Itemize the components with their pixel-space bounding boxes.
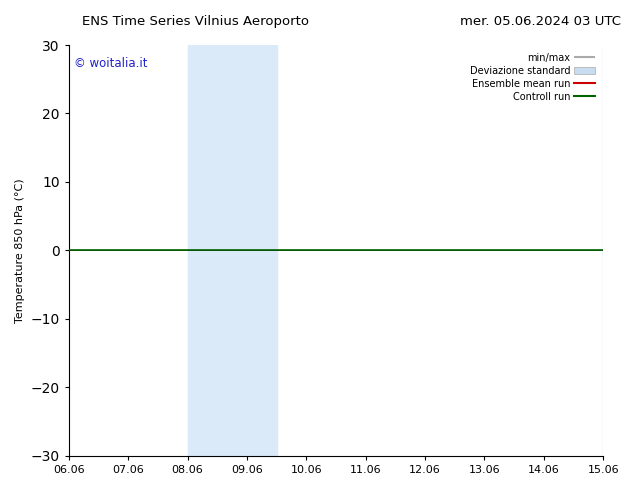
Bar — [217, 45, 276, 456]
Bar — [188, 45, 217, 456]
Legend: min/max, Deviazione standard, Ensemble mean run, Controll run: min/max, Deviazione standard, Ensemble m… — [467, 50, 598, 104]
Text: ENS Time Series Vilnius Aeroporto: ENS Time Series Vilnius Aeroporto — [82, 15, 309, 28]
Y-axis label: Temperature 850 hPa (°C): Temperature 850 hPa (°C) — [15, 178, 25, 323]
Text: © woitalia.it: © woitalia.it — [74, 57, 148, 71]
Bar — [603, 45, 634, 456]
Text: mer. 05.06.2024 03 UTC: mer. 05.06.2024 03 UTC — [460, 15, 621, 28]
